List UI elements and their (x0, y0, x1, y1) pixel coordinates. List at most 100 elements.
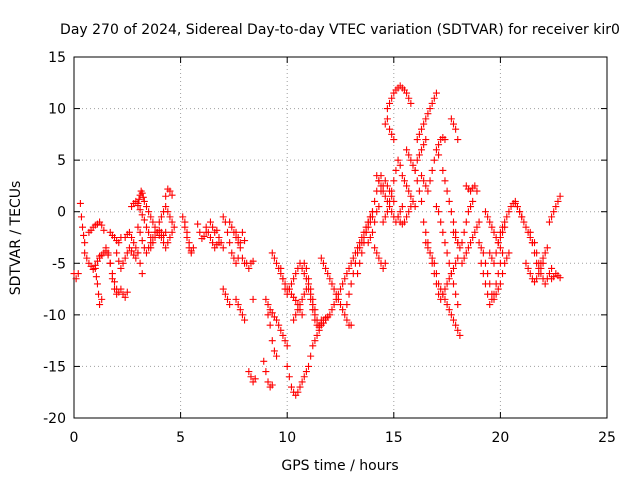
series-kir0-arc-09 (113, 244, 142, 272)
x-tick-label: 0 (70, 430, 79, 446)
data-point (469, 197, 477, 205)
series-kir0-arc-54 (411, 136, 430, 174)
data-point (95, 290, 103, 298)
data-point (441, 239, 449, 247)
data-point (241, 237, 249, 245)
series-kir0-arc-45 (371, 244, 389, 272)
data-point (398, 172, 406, 180)
data-point (550, 208, 558, 216)
data-point (415, 151, 423, 159)
data-point (309, 342, 317, 350)
data-point (113, 249, 121, 257)
data-point (488, 254, 496, 262)
data-point (279, 331, 287, 339)
data-point (490, 228, 498, 236)
data-point (386, 99, 394, 107)
data-point (136, 206, 144, 214)
series-kir0-arc-28 (232, 295, 249, 324)
series-kir0-arc-04 (85, 218, 108, 236)
data-point (238, 228, 246, 236)
data-point (245, 368, 253, 376)
data-point (441, 177, 449, 185)
data-point (505, 208, 513, 216)
data-point (403, 182, 411, 190)
data-point (443, 249, 451, 257)
data-point (162, 192, 170, 200)
data-point (437, 285, 445, 293)
data-point (428, 166, 436, 174)
data-point (142, 223, 150, 231)
data-point (135, 195, 143, 203)
chart-title: Day 270 of 2024, Sidereal Day-to-day VTE… (60, 22, 620, 38)
data-point (486, 218, 494, 226)
data-point (322, 264, 330, 272)
x-axis-label: GPS time / hours (281, 458, 398, 474)
data-point (166, 187, 174, 195)
data-point (128, 247, 136, 255)
data-point (298, 311, 306, 319)
data-point (464, 244, 472, 252)
data-point (151, 234, 159, 241)
data-point (437, 218, 445, 226)
data-point (552, 203, 560, 211)
data-point (277, 326, 285, 334)
series-kir0-arc-12 (134, 187, 148, 207)
data-point (460, 228, 468, 236)
data-point (121, 293, 129, 301)
data-point (326, 275, 334, 283)
y-tick-label: 0 (57, 205, 66, 221)
data-point (232, 228, 240, 236)
data-point (305, 362, 313, 370)
data-point (234, 301, 242, 309)
data-point (354, 270, 362, 278)
data-point (296, 301, 304, 309)
data-point (226, 218, 234, 226)
data-point (543, 244, 551, 252)
y-tick-label: -5 (52, 256, 66, 272)
data-point (147, 244, 155, 252)
series-kir0-arc-62 (449, 197, 477, 252)
data-point (166, 234, 174, 241)
data-point (499, 249, 507, 257)
data-point (405, 151, 413, 159)
data-point (294, 306, 302, 314)
data-point (185, 239, 193, 247)
data-point (170, 223, 178, 231)
data-point (445, 306, 453, 314)
data-point (503, 254, 511, 262)
data-point (232, 295, 240, 303)
series-kir0-arc-60 (435, 133, 449, 149)
data-point (287, 383, 295, 391)
data-point (358, 249, 366, 257)
data-point (383, 208, 391, 216)
y-tick-label: 15 (48, 50, 66, 66)
data-point (268, 337, 276, 345)
data-point (324, 270, 332, 278)
data-point (443, 187, 451, 195)
data-point (362, 228, 370, 236)
data-point (219, 244, 227, 252)
data-point (473, 223, 481, 231)
data-point (140, 216, 148, 224)
data-point (439, 290, 447, 298)
data-point (492, 280, 500, 288)
data-point (262, 368, 270, 376)
series-kir0-arc-57 (422, 239, 464, 339)
data-point (349, 254, 357, 262)
data-point (422, 228, 430, 236)
series-kir0-arc-58 (432, 203, 462, 309)
data-point (134, 249, 142, 257)
data-point (505, 249, 513, 257)
data-point (381, 177, 389, 185)
data-point (337, 301, 344, 309)
data-point (273, 259, 281, 267)
data-point (535, 259, 543, 267)
data-point (138, 270, 146, 278)
data-point (477, 259, 485, 267)
data-point (266, 321, 274, 329)
y-tick-label: 5 (57, 153, 66, 169)
data-point (117, 285, 125, 293)
data-point (445, 275, 453, 283)
data-point (522, 223, 530, 231)
data-point (432, 203, 440, 211)
